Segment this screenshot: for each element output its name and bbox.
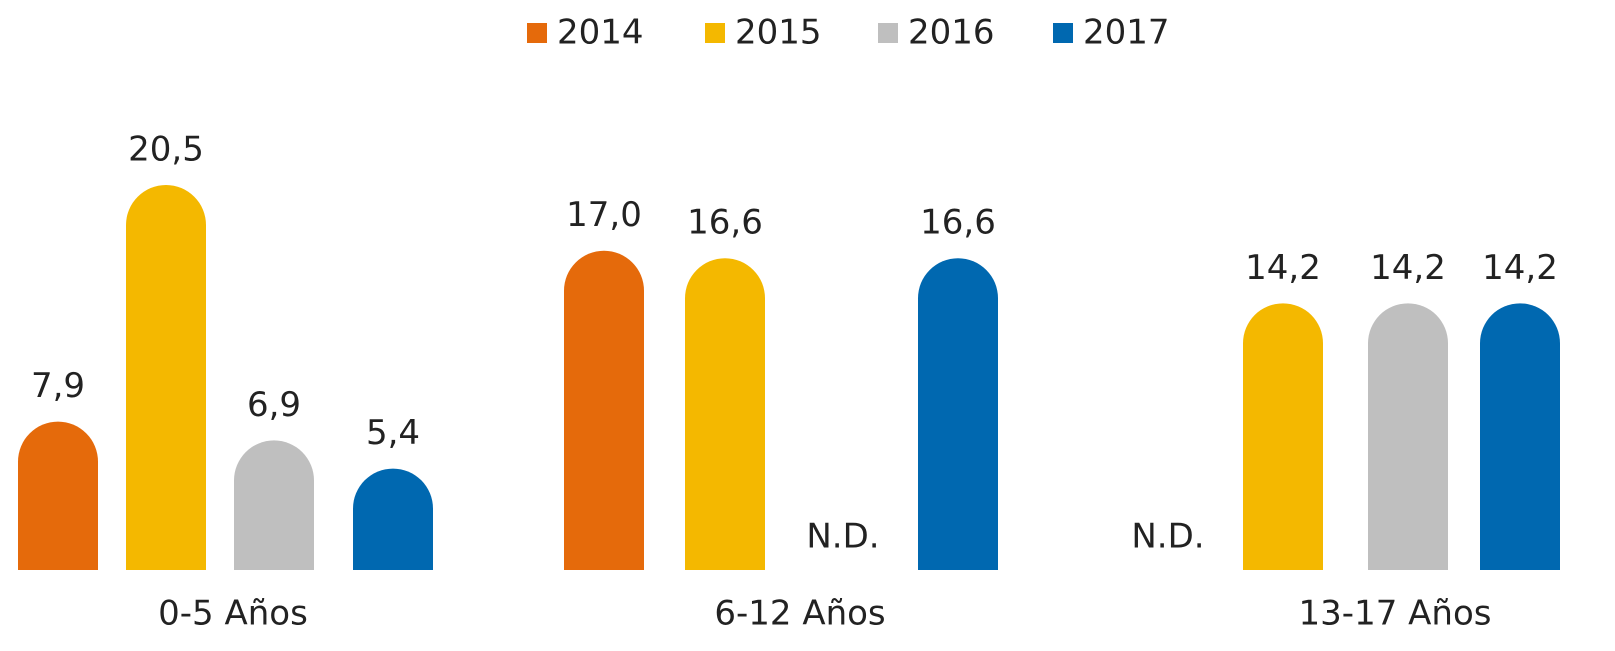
bar — [918, 258, 998, 570]
legend-swatch — [1053, 23, 1073, 43]
value-label: 14,2 — [1370, 248, 1446, 288]
value-label: 14,2 — [1245, 248, 1321, 288]
bar — [234, 440, 314, 570]
legend-label: 2016 — [908, 13, 995, 53]
bar — [126, 185, 206, 570]
value-label: 14,2 — [1482, 248, 1558, 288]
bar — [1480, 303, 1560, 570]
bar — [18, 421, 98, 570]
legend-label: 2014 — [557, 13, 644, 53]
value-label: 6,9 — [247, 385, 301, 425]
bar — [353, 468, 433, 570]
bar — [1243, 303, 1323, 570]
x-tick-label: 13-17 Años — [1299, 594, 1492, 634]
value-label: N.D. — [806, 517, 879, 557]
legend-label: 2017 — [1083, 13, 1170, 53]
bar — [685, 258, 765, 570]
value-label: 7,9 — [31, 366, 85, 406]
x-tick-label: 0-5 Años — [158, 594, 308, 634]
legend-swatch — [527, 23, 547, 43]
legend-label: 2015 — [735, 13, 822, 53]
value-label: 17,0 — [566, 195, 642, 235]
x-tick-label: 6-12 Años — [714, 594, 885, 634]
value-label: N.D. — [1131, 517, 1204, 557]
bar — [1368, 303, 1448, 570]
bar — [564, 250, 644, 570]
legend-swatch — [878, 23, 898, 43]
legend-swatch — [705, 23, 725, 43]
value-label: 5,4 — [366, 413, 420, 453]
value-label: 20,5 — [128, 130, 204, 170]
value-label: 16,6 — [687, 203, 763, 243]
value-label: 16,6 — [920, 203, 996, 243]
